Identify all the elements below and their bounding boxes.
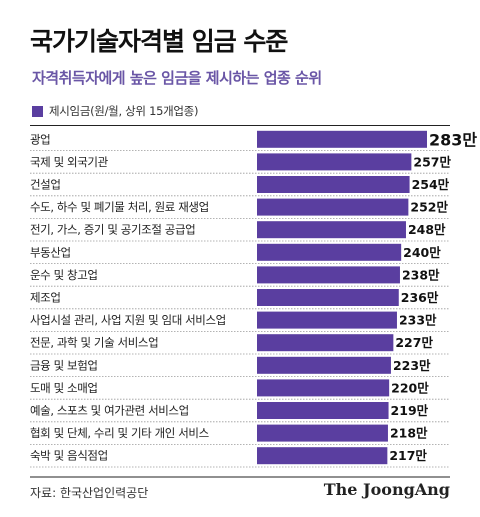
value-label: 218만 bbox=[390, 426, 428, 441]
bar bbox=[257, 221, 406, 239]
value-label: 227만 bbox=[395, 335, 433, 350]
bar bbox=[257, 130, 427, 148]
value-label: 238만 bbox=[402, 267, 440, 282]
category-label: 운수 및 창고업 bbox=[30, 268, 98, 282]
bar bbox=[257, 334, 394, 352]
value-label: 254만 bbox=[412, 177, 450, 192]
bar bbox=[257, 243, 402, 261]
value-label: 283만 bbox=[429, 130, 477, 149]
bar bbox=[257, 176, 410, 193]
category-label: 금융 및 보험업 bbox=[30, 358, 98, 372]
category-label: 광업 bbox=[30, 132, 50, 146]
category-label: 전기, 가스, 증기 및 공기조절 공급업 bbox=[30, 223, 195, 237]
category-label: 전문, 과학 및 기술 서비스업 bbox=[30, 336, 158, 350]
category-label: 숙박 및 음식점업 bbox=[30, 449, 108, 463]
legend: 제시임금(원/월, 상위 15개업종) bbox=[32, 103, 198, 119]
value-label: 220만 bbox=[391, 380, 429, 395]
category-label: 예술, 스포츠 및 여가관련 서비스업 bbox=[30, 404, 189, 418]
category-label: 제조업 bbox=[30, 291, 61, 305]
value-label: 223만 bbox=[393, 358, 431, 373]
category-label: 부동산업 bbox=[30, 245, 71, 259]
bar bbox=[257, 447, 388, 465]
top-rule bbox=[30, 125, 450, 126]
legend-swatch bbox=[32, 105, 43, 117]
category-label: 수도, 하수 및 폐기물 처리, 원료 재생업 bbox=[30, 200, 209, 214]
category-label: 도매 및 소매업 bbox=[30, 381, 98, 395]
bar bbox=[257, 402, 389, 419]
source-note: 자료: 한국산업인력공단 bbox=[30, 486, 149, 500]
bar bbox=[257, 289, 399, 306]
bar bbox=[257, 424, 388, 442]
value-label: 240만 bbox=[403, 245, 441, 260]
value-label: 217만 bbox=[389, 448, 427, 463]
brand-logo: The JoongAng bbox=[323, 480, 450, 499]
category-label: 건설업 bbox=[30, 178, 61, 192]
value-label: 252만 bbox=[410, 200, 448, 215]
bar bbox=[257, 266, 400, 284]
bar bbox=[257, 311, 397, 329]
category-label: 협회 및 단체, 수리 및 기타 개인 서비스 bbox=[30, 426, 209, 440]
value-label: 219만 bbox=[391, 403, 429, 418]
value-label: 233만 bbox=[399, 313, 437, 328]
bar bbox=[257, 356, 391, 374]
bar bbox=[257, 153, 412, 171]
bar bbox=[257, 379, 390, 397]
value-label: 257만 bbox=[413, 154, 451, 169]
category-label: 사업시설 관리, 사업 지원 및 임대 서비스업 bbox=[30, 313, 226, 327]
chart-subtitle: 자격취득자에게 높은 임금을 제시하는 업종 순위 bbox=[32, 69, 322, 87]
value-label: 236만 bbox=[401, 290, 439, 305]
value-label: 248만 bbox=[408, 222, 446, 237]
legend-label: 제시임금(원/월, 상위 15개업종) bbox=[49, 104, 199, 118]
chart-title: 국가기술자격별 임금 수준 bbox=[30, 27, 288, 56]
bar bbox=[257, 198, 409, 216]
category-label: 국제 및 외국기관 bbox=[30, 155, 109, 169]
